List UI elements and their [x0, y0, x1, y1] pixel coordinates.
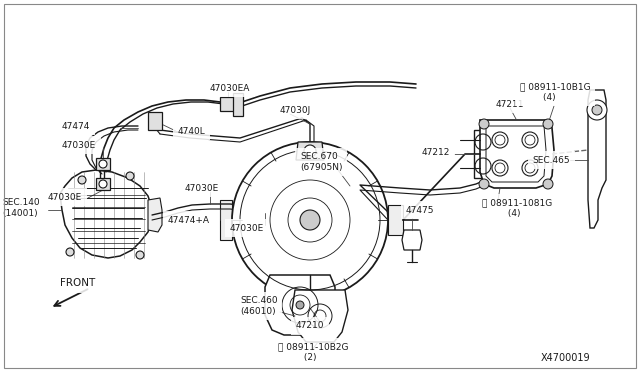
Circle shape — [543, 119, 553, 129]
Circle shape — [522, 160, 538, 176]
Polygon shape — [60, 170, 152, 258]
Text: Ⓝ 08911-10B2G
         (2): Ⓝ 08911-10B2G (2) — [278, 342, 349, 362]
Polygon shape — [292, 290, 348, 342]
Circle shape — [296, 301, 304, 309]
Text: 47030E: 47030E — [230, 224, 264, 232]
Circle shape — [126, 172, 134, 180]
Text: X4700019: X4700019 — [540, 353, 590, 363]
Polygon shape — [220, 97, 234, 111]
Circle shape — [66, 248, 74, 256]
Text: Ⓝ 08911-1081G
         (4): Ⓝ 08911-1081G (4) — [482, 198, 552, 218]
Polygon shape — [388, 205, 403, 235]
Circle shape — [479, 179, 489, 189]
Polygon shape — [148, 198, 162, 232]
Text: 47211: 47211 — [496, 99, 525, 109]
Text: SEC.670
(67905N): SEC.670 (67905N) — [300, 152, 342, 172]
Circle shape — [232, 142, 388, 298]
Text: 4740L: 4740L — [178, 126, 205, 135]
Circle shape — [492, 132, 508, 148]
Text: SEC.140
(14001): SEC.140 (14001) — [2, 198, 40, 218]
Polygon shape — [474, 130, 492, 178]
Circle shape — [78, 176, 86, 184]
Polygon shape — [588, 90, 606, 228]
Circle shape — [304, 145, 316, 157]
Text: 47030J: 47030J — [280, 106, 311, 115]
Polygon shape — [480, 120, 554, 188]
Text: 47030E: 47030E — [185, 183, 220, 192]
Polygon shape — [402, 230, 422, 250]
Text: 47474+A: 47474+A — [168, 215, 210, 224]
Polygon shape — [233, 93, 243, 116]
Text: 47030E: 47030E — [48, 192, 83, 202]
Circle shape — [99, 180, 107, 188]
Circle shape — [587, 100, 607, 120]
Polygon shape — [96, 178, 110, 190]
Polygon shape — [296, 142, 324, 160]
Text: 47030E: 47030E — [62, 141, 96, 150]
Circle shape — [522, 132, 538, 148]
Text: 47475: 47475 — [406, 205, 435, 215]
Text: 47030EA: 47030EA — [210, 83, 250, 93]
Polygon shape — [96, 158, 110, 170]
Text: SEC.465: SEC.465 — [532, 155, 570, 164]
Text: 47474: 47474 — [62, 122, 90, 131]
Text: FRONT: FRONT — [60, 278, 95, 288]
Circle shape — [136, 251, 144, 259]
Polygon shape — [220, 200, 232, 240]
Polygon shape — [148, 112, 162, 130]
Circle shape — [492, 160, 508, 176]
Circle shape — [99, 160, 107, 168]
Circle shape — [479, 119, 489, 129]
Text: 47210: 47210 — [296, 321, 324, 330]
Text: Ⓝ 08911-10B1G
        (4): Ⓝ 08911-10B1G (4) — [520, 82, 591, 102]
Text: 47212: 47212 — [422, 148, 451, 157]
Polygon shape — [265, 275, 335, 335]
Circle shape — [543, 179, 553, 189]
Circle shape — [592, 105, 602, 115]
Text: SEC.460
(46010): SEC.460 (46010) — [240, 296, 278, 316]
Circle shape — [300, 210, 320, 230]
